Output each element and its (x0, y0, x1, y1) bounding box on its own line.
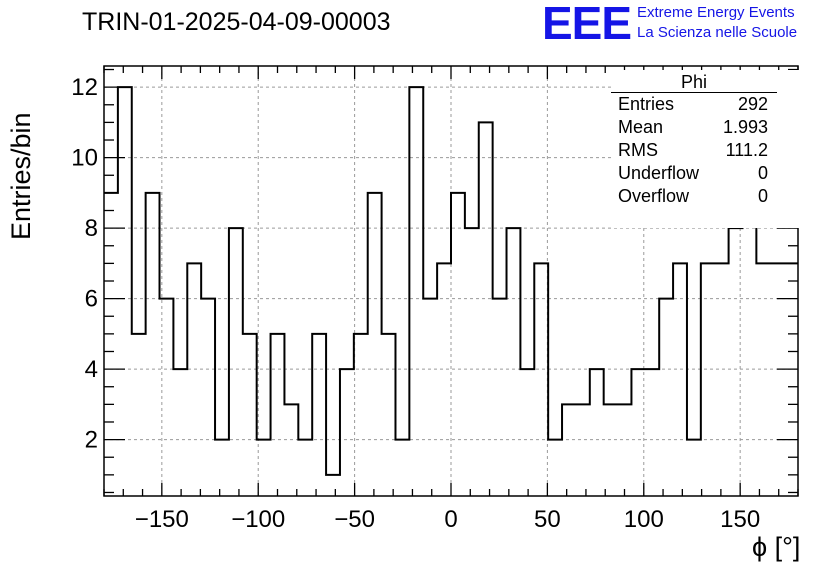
stats-value: 111.2 (725, 140, 768, 160)
eee-logo-mark: EEE (542, 0, 632, 49)
stats-value: 0 (757, 186, 768, 206)
x-axis-label: ϕ [°] (752, 532, 801, 562)
plot-frame (103, 65, 799, 497)
axis-ticks (103, 66, 799, 496)
y-axis-label: Entries/bin (6, 112, 36, 240)
logo-line-1: Extreme Energy Events (637, 4, 795, 21)
y-tick-label: 10 (71, 145, 98, 172)
x-tick-label: −50 (334, 506, 375, 533)
tick-labels: −150 −100 −50 0 50 100 150 2 4 6 8 10 12 (71, 74, 760, 533)
stats-key: Mean (618, 117, 664, 137)
stats-key: RMS (618, 140, 658, 160)
y-tick-label: 8 (85, 215, 98, 242)
x-tick-label: −100 (231, 506, 285, 533)
y-tick-label: 4 (85, 356, 98, 383)
stats-value: 0 (757, 163, 768, 183)
stats-key: Overflow (618, 186, 690, 206)
x-tick-label: 100 (624, 506, 664, 533)
logo-line-2: La Scienza nelle Scuole (637, 24, 798, 41)
y-tick-label: 12 (71, 74, 98, 101)
stats-value: 292 (737, 94, 768, 114)
stats-key: Underflow (618, 163, 700, 183)
histogram-outline (104, 86, 798, 476)
x-tick-label: 150 (720, 506, 760, 533)
x-tick-label: −150 (135, 506, 189, 533)
stats-box-divider (611, 92, 777, 93)
x-tick-label: 50 (534, 506, 561, 533)
x-tick-label: 0 (444, 506, 457, 533)
y-tick-label: 6 (85, 286, 98, 313)
stats-box-title: Phi (680, 72, 707, 92)
stats-key: Entries (618, 94, 675, 114)
stats-value: 1.993 (722, 117, 768, 137)
chart-title: TRIN-01-2025-04-09-00003 (82, 8, 391, 36)
stats-box: Phi Entries 292 Mean 1.993 RMS 111.2 Und… (611, 70, 799, 228)
y-tick-label: 2 (85, 427, 98, 454)
